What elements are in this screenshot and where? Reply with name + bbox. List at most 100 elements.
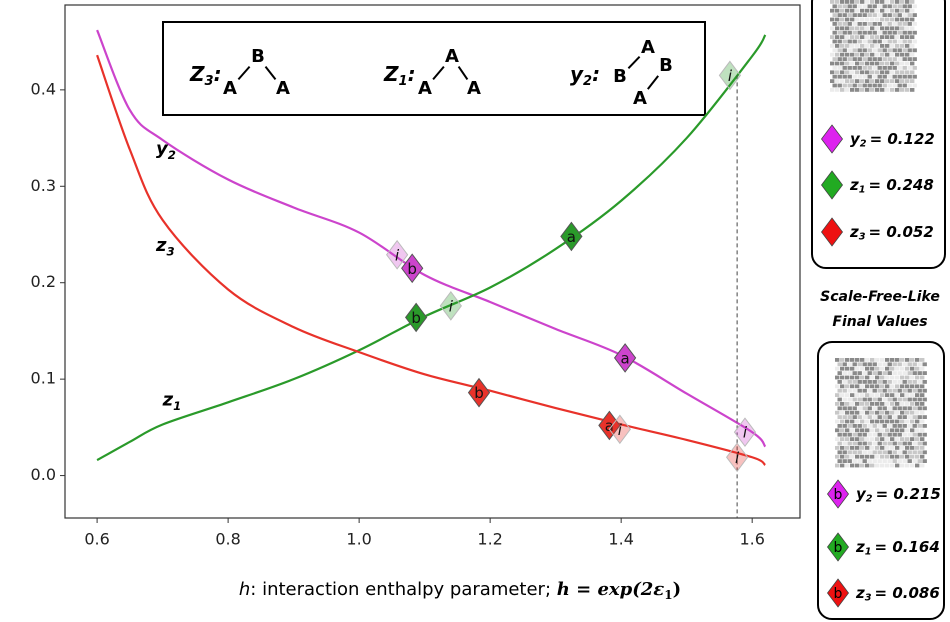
lattice-cell xyxy=(877,450,882,455)
lattice-cell xyxy=(882,13,887,17)
lattice-cell xyxy=(867,74,872,79)
lattice-cell xyxy=(850,70,855,75)
lattice-cell xyxy=(857,4,862,9)
lattice-cell xyxy=(912,83,917,88)
lattice-cell xyxy=(850,88,855,92)
lattice-cell xyxy=(875,35,880,39)
lattice-cell xyxy=(830,26,835,31)
lattice-cell xyxy=(875,26,880,31)
lattice-cell xyxy=(870,393,875,397)
point-marker xyxy=(439,291,462,321)
lattice-cell xyxy=(877,83,882,88)
lattice-cell xyxy=(842,30,847,35)
lattice-cell xyxy=(900,358,905,362)
lattice-cell xyxy=(830,17,835,22)
lattice-cell xyxy=(847,13,852,17)
lattice-cell xyxy=(862,388,867,393)
lattice-cell xyxy=(835,446,840,450)
legend-marker xyxy=(821,124,843,154)
inset-colon: : xyxy=(592,62,600,86)
x-tick-label: 1.0 xyxy=(346,530,371,549)
lattice-cell xyxy=(892,39,897,44)
lattice-cell xyxy=(877,388,882,393)
lattice-cell xyxy=(840,79,845,83)
lattice-cell xyxy=(882,30,887,35)
marker-label: i xyxy=(395,246,400,264)
lattice-cell xyxy=(915,419,920,424)
lattice-cell xyxy=(847,380,852,384)
lattice-cell xyxy=(910,70,915,75)
lattice-cell xyxy=(847,39,852,44)
lattice-cell xyxy=(857,450,862,455)
lattice-cell xyxy=(865,88,870,92)
lattice-cell xyxy=(840,61,845,66)
lattice-cell xyxy=(845,358,850,362)
lattice-cell xyxy=(867,83,872,88)
lattice-cell xyxy=(895,384,900,389)
lattice-cell xyxy=(897,459,902,463)
lattice-cell xyxy=(880,402,885,406)
lattice-cell xyxy=(910,44,915,48)
lattice-cell xyxy=(882,432,887,437)
lattice-cell xyxy=(837,406,842,411)
lattice-cell xyxy=(845,402,850,406)
lattice-cell xyxy=(860,26,865,31)
lattice-cell xyxy=(835,358,840,362)
lattice-cell xyxy=(907,459,912,463)
lattice-cell xyxy=(872,406,877,411)
lattice-cell xyxy=(890,454,895,459)
lattice-cell xyxy=(867,66,872,70)
lattice-cell xyxy=(887,415,892,419)
lattice-cell xyxy=(845,437,850,441)
lattice-cell xyxy=(880,375,885,380)
lattice-cell xyxy=(865,454,870,459)
inset-label: y2: xyxy=(570,62,600,89)
lattice-cell xyxy=(905,17,910,22)
lattice-cell xyxy=(867,22,872,26)
lattice-cell xyxy=(837,13,842,17)
lattice-cell xyxy=(890,17,895,22)
lattice-cell xyxy=(922,432,927,437)
lattice-cell xyxy=(840,0,845,4)
bond xyxy=(457,66,469,80)
lattice-cell xyxy=(895,454,900,459)
lattice-cell xyxy=(862,57,867,61)
lattice-cell xyxy=(875,437,880,441)
legend-text-sub: 1 xyxy=(859,185,866,196)
lattice-cell xyxy=(855,437,860,441)
atom: A xyxy=(276,78,290,99)
lattice-cell xyxy=(875,428,880,433)
lattice-cell xyxy=(855,35,860,39)
lattice-cell xyxy=(857,415,862,419)
legend-value: = 0.164 xyxy=(875,538,940,556)
lattice-cell xyxy=(892,424,897,428)
lattice-cell xyxy=(907,388,912,393)
lattice-cell xyxy=(880,428,885,433)
x-label-formula: h = exp(2ε xyxy=(557,579,665,600)
lattice-cell xyxy=(915,375,920,380)
marker-label: a xyxy=(620,349,629,367)
lattice-cell xyxy=(845,375,850,380)
lattice-cell xyxy=(920,366,925,371)
legend-text-base: z xyxy=(855,538,865,556)
lattice-cell xyxy=(865,35,870,39)
lattice-cell xyxy=(890,88,895,92)
lattice-cell xyxy=(890,0,895,4)
marker-label: i xyxy=(618,421,623,439)
curve-label-base: z xyxy=(155,235,167,256)
point-marker xyxy=(725,442,749,473)
lattice-cell xyxy=(905,437,910,441)
lattice-cell xyxy=(890,79,895,83)
lattice-cell xyxy=(915,358,920,362)
lattice-cell xyxy=(835,366,840,371)
lattice-cell xyxy=(910,384,915,389)
lattice-cell xyxy=(855,70,860,75)
lattice-cell xyxy=(910,393,915,397)
lattice-cell xyxy=(855,358,860,362)
lattice-cell xyxy=(885,419,890,424)
lattice-cell xyxy=(907,48,912,53)
lattice-cell xyxy=(897,22,902,26)
bond xyxy=(237,65,251,81)
lattice-cell xyxy=(837,83,842,88)
lattice-cell xyxy=(907,22,912,26)
